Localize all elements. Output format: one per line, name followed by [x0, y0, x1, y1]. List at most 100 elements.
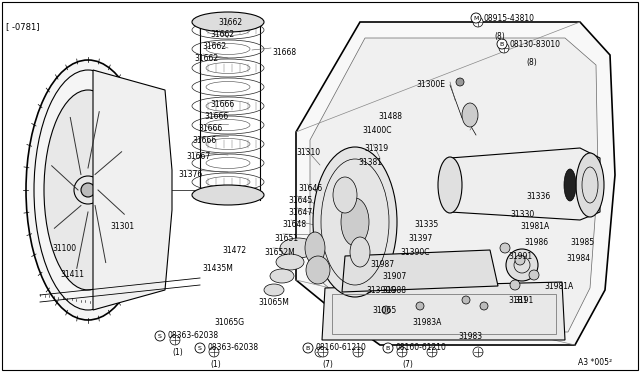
Ellipse shape [438, 157, 462, 213]
Text: (8): (8) [494, 32, 505, 41]
Text: 08130-83010: 08130-83010 [509, 39, 560, 48]
Text: S: S [198, 346, 202, 350]
Ellipse shape [280, 238, 316, 258]
Text: 31651: 31651 [274, 234, 298, 243]
Circle shape [195, 343, 205, 353]
Text: 31390C: 31390C [400, 248, 429, 257]
Circle shape [383, 343, 393, 353]
Circle shape [155, 331, 165, 341]
Ellipse shape [333, 177, 357, 213]
Circle shape [497, 39, 507, 49]
Circle shape [506, 249, 538, 281]
Circle shape [416, 302, 424, 310]
Circle shape [499, 43, 509, 53]
Text: 31666: 31666 [204, 112, 228, 121]
Text: 31985: 31985 [570, 238, 594, 247]
Text: 31987: 31987 [370, 260, 394, 269]
Bar [332, 294, 556, 334]
Text: (1): (1) [172, 348, 183, 357]
Ellipse shape [306, 256, 330, 284]
Text: 31983: 31983 [458, 332, 482, 341]
Text: 31065G: 31065G [214, 318, 244, 327]
Ellipse shape [313, 147, 397, 297]
Text: (7): (7) [402, 360, 413, 369]
Text: 08160-61210: 08160-61210 [395, 343, 446, 353]
Text: 08363-62038: 08363-62038 [167, 331, 218, 340]
Text: 3191: 3191 [514, 296, 533, 305]
Circle shape [515, 255, 525, 265]
Ellipse shape [192, 185, 264, 205]
Circle shape [318, 347, 328, 357]
Ellipse shape [192, 12, 264, 32]
Text: 31666: 31666 [192, 136, 216, 145]
Text: 31666: 31666 [210, 100, 234, 109]
Text: 31646: 31646 [298, 184, 323, 193]
Circle shape [471, 13, 481, 23]
Text: 31411: 31411 [60, 270, 84, 279]
Text: B: B [306, 346, 310, 350]
Text: 31301: 31301 [110, 222, 134, 231]
Text: 31983A: 31983A [412, 318, 442, 327]
Text: 31652M: 31652M [264, 248, 295, 257]
Text: 31988: 31988 [382, 286, 406, 295]
Text: M: M [474, 16, 479, 20]
Circle shape [473, 17, 483, 27]
Text: 31981A: 31981A [544, 282, 573, 291]
Circle shape [81, 183, 95, 197]
Text: 31488: 31488 [378, 112, 402, 121]
Text: 31310: 31310 [296, 148, 320, 157]
Text: 31319: 31319 [364, 144, 388, 153]
Text: 08915-43810: 08915-43810 [483, 13, 534, 22]
Text: 31400C: 31400C [362, 126, 392, 135]
Ellipse shape [270, 269, 294, 283]
Text: B: B [500, 42, 504, 46]
Ellipse shape [564, 169, 576, 201]
Text: 31662: 31662 [218, 18, 242, 27]
Polygon shape [450, 148, 600, 220]
Text: A3 *005²: A3 *005² [578, 358, 612, 367]
Text: 31647: 31647 [288, 208, 312, 217]
Text: 08160-61210: 08160-61210 [315, 343, 366, 353]
Text: (1): (1) [210, 360, 221, 369]
Text: 31300E: 31300E [416, 80, 445, 89]
Circle shape [473, 347, 483, 357]
Circle shape [529, 270, 539, 280]
Text: 31381: 31381 [358, 158, 382, 167]
Text: 31472: 31472 [222, 246, 246, 255]
Text: 31981A: 31981A [520, 222, 549, 231]
Text: 31648: 31648 [282, 220, 306, 229]
Circle shape [510, 280, 520, 290]
Circle shape [382, 306, 390, 314]
Circle shape [209, 347, 219, 357]
Text: 31376: 31376 [178, 170, 202, 179]
Ellipse shape [341, 198, 369, 246]
Text: 31662: 31662 [194, 54, 218, 63]
Ellipse shape [305, 232, 325, 264]
Text: (8): (8) [526, 58, 537, 67]
Text: 31662: 31662 [202, 42, 226, 51]
Polygon shape [322, 282, 565, 340]
Text: 31907: 31907 [382, 272, 406, 281]
Text: 31435M: 31435M [202, 264, 233, 273]
Text: 31666: 31666 [198, 124, 222, 133]
Text: 31984: 31984 [566, 254, 590, 263]
Circle shape [397, 347, 407, 357]
Text: 31065: 31065 [372, 306, 396, 315]
Polygon shape [342, 250, 498, 292]
Text: 31390G: 31390G [366, 286, 396, 295]
Ellipse shape [276, 254, 304, 270]
Circle shape [315, 347, 325, 357]
Text: 31668: 31668 [272, 48, 296, 57]
Circle shape [456, 78, 464, 86]
Circle shape [303, 343, 313, 353]
Ellipse shape [462, 103, 478, 127]
Text: 31330: 31330 [510, 210, 534, 219]
Ellipse shape [44, 90, 132, 290]
Text: 31986: 31986 [524, 238, 548, 247]
Circle shape [427, 347, 437, 357]
Text: 31667: 31667 [186, 152, 211, 161]
Text: 31397: 31397 [408, 234, 432, 243]
Circle shape [170, 335, 180, 345]
Text: 31336: 31336 [526, 192, 550, 201]
Ellipse shape [264, 284, 284, 296]
